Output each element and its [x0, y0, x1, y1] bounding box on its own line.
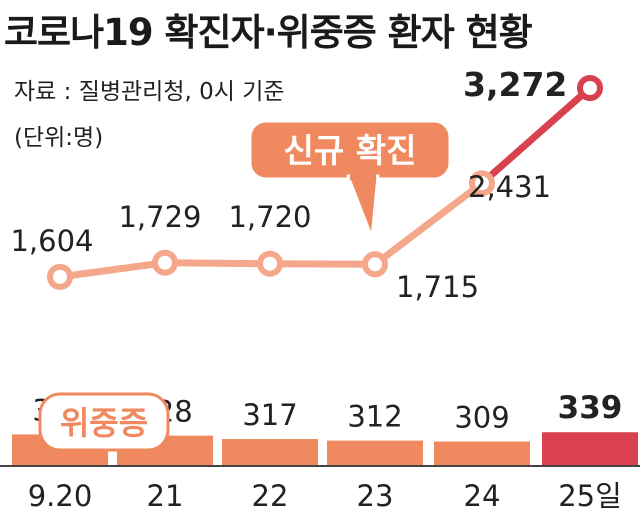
critical-series-label: 위중증	[60, 404, 148, 442]
confirmed-point-4	[469, 170, 495, 197]
critical-value-label-2: 317	[242, 398, 297, 432]
critical-value-label-5: 339	[558, 390, 623, 426]
x-tick-label-0: 9.20	[28, 479, 93, 513]
critical-bar-3	[327, 440, 423, 466]
line-data-labels-group: 1,604 1,729 1,720 1,715 2,431 3,272	[10, 65, 567, 304]
confirmed-value-label-1: 1,729	[118, 200, 201, 234]
confirmed-series-label: 신규 확진	[284, 131, 417, 170]
confirmed-line-group	[47, 75, 603, 290]
x-tick-label-5: 25일	[558, 479, 622, 513]
critical-bar-2	[222, 439, 318, 466]
critical-badge-box	[38, 392, 170, 452]
x-tick-label-3: 23	[357, 479, 394, 513]
confirmed-value-label-0: 1,604	[10, 224, 93, 258]
critical-bar-4	[434, 441, 530, 466]
critical-bar-5	[542, 432, 638, 466]
x-tick-label-1: 21	[147, 479, 184, 513]
x-tick-label-2: 22	[252, 479, 289, 513]
critical-value-label-3: 312	[347, 400, 402, 434]
chart-title: 코로나19 확진자·위중증 환자 현황	[4, 11, 533, 54]
confirmed-line-last-segment	[478, 84, 594, 187]
critical-series-badge: 위중증	[38, 392, 170, 452]
confirmed-point-1	[152, 249, 178, 276]
confirmed-point-3	[362, 251, 388, 278]
x-tick-labels-group: 9.20 21 22 23 24 25일	[28, 479, 622, 513]
unit-note: (단위:명)	[14, 125, 104, 151]
confirmed-point-5	[577, 75, 603, 101]
confirmed-badge-pointer	[346, 174, 380, 240]
confirmed-value-label-2: 1,720	[228, 200, 311, 234]
confirmed-point-2	[257, 250, 283, 277]
x-tick-label-4: 24	[464, 479, 501, 513]
confirmed-value-label-5: 3,272	[463, 65, 567, 104]
confirmed-point-0	[47, 263, 73, 290]
source-note: 자료 : 질병관리청, 0시 기준	[14, 79, 285, 105]
confirmed-series-badge: 신규 확진	[248, 119, 452, 240]
confirmed-value-label-3: 1,715	[396, 270, 479, 304]
confirmed-value-label-4: 2,431	[468, 170, 551, 204]
critical-value-label-4: 309	[454, 401, 509, 435]
